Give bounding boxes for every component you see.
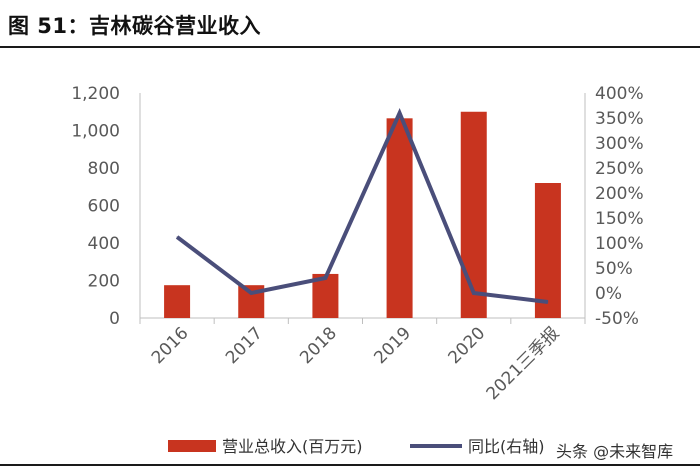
bar-2021三季报 [534, 183, 561, 318]
x-tick-label: 2019 [370, 323, 415, 368]
bar-2020 [460, 111, 487, 318]
yoy-point-2017 [250, 292, 252, 294]
right-tick-label: 200% [595, 184, 644, 204]
watermark-text: 头条 @未来智库 [556, 442, 673, 461]
x-tick-label: 2018 [296, 323, 341, 368]
right-tick-label: 300% [595, 134, 644, 154]
right-tick-label: 100% [595, 234, 644, 254]
bar-2019 [386, 118, 413, 318]
line-series [175, 107, 549, 304]
legend: 营业总收入(百万元) 同比(右轴) [168, 437, 545, 456]
legend-bar-swatch [168, 440, 216, 452]
yoy-point-2021三季报 [547, 301, 549, 303]
bar-series [164, 111, 561, 318]
x-tick-label: 2016 [148, 323, 193, 368]
chart-axes [139, 93, 586, 324]
left-tick-label: 1,000 [71, 122, 120, 142]
yoy-point-2018 [324, 277, 326, 279]
right-tick-label: 50% [595, 259, 633, 279]
yoy-point-2016 [176, 236, 178, 238]
x-tick-label: 2020 [445, 323, 490, 368]
x-tick-label: 2021三季报 [483, 323, 564, 404]
left-tick-label: 800 [88, 159, 120, 179]
yoy-line [175, 107, 549, 304]
yoy-point-2020 [473, 292, 475, 294]
bar-2016 [164, 285, 191, 318]
title-divider [0, 46, 700, 48]
bottom-divider [0, 464, 700, 466]
legend-bar-label: 营业总收入(百万元) [222, 437, 363, 456]
legend-line-label: 同比(右轴) [468, 437, 545, 456]
right-tick-label: -50% [595, 309, 639, 329]
yoy-point-2019 [399, 112, 401, 114]
left-tick-label: 1,200 [71, 84, 120, 104]
left-tick-label: 200 [88, 272, 120, 292]
right-tick-label: 400% [595, 84, 644, 104]
figure-title: 图 51：吉林碳谷营业收入 [8, 14, 262, 38]
right-tick-label: 350% [595, 109, 644, 129]
x-tick-label: 2017 [222, 323, 267, 368]
left-tick-label: 600 [88, 197, 120, 217]
right-tick-label: 0% [595, 284, 622, 304]
left-tick-label: 0 [109, 309, 120, 329]
right-tick-label: 150% [595, 209, 644, 229]
right-tick-label: 250% [595, 159, 644, 179]
left-tick-label: 400 [88, 234, 120, 254]
